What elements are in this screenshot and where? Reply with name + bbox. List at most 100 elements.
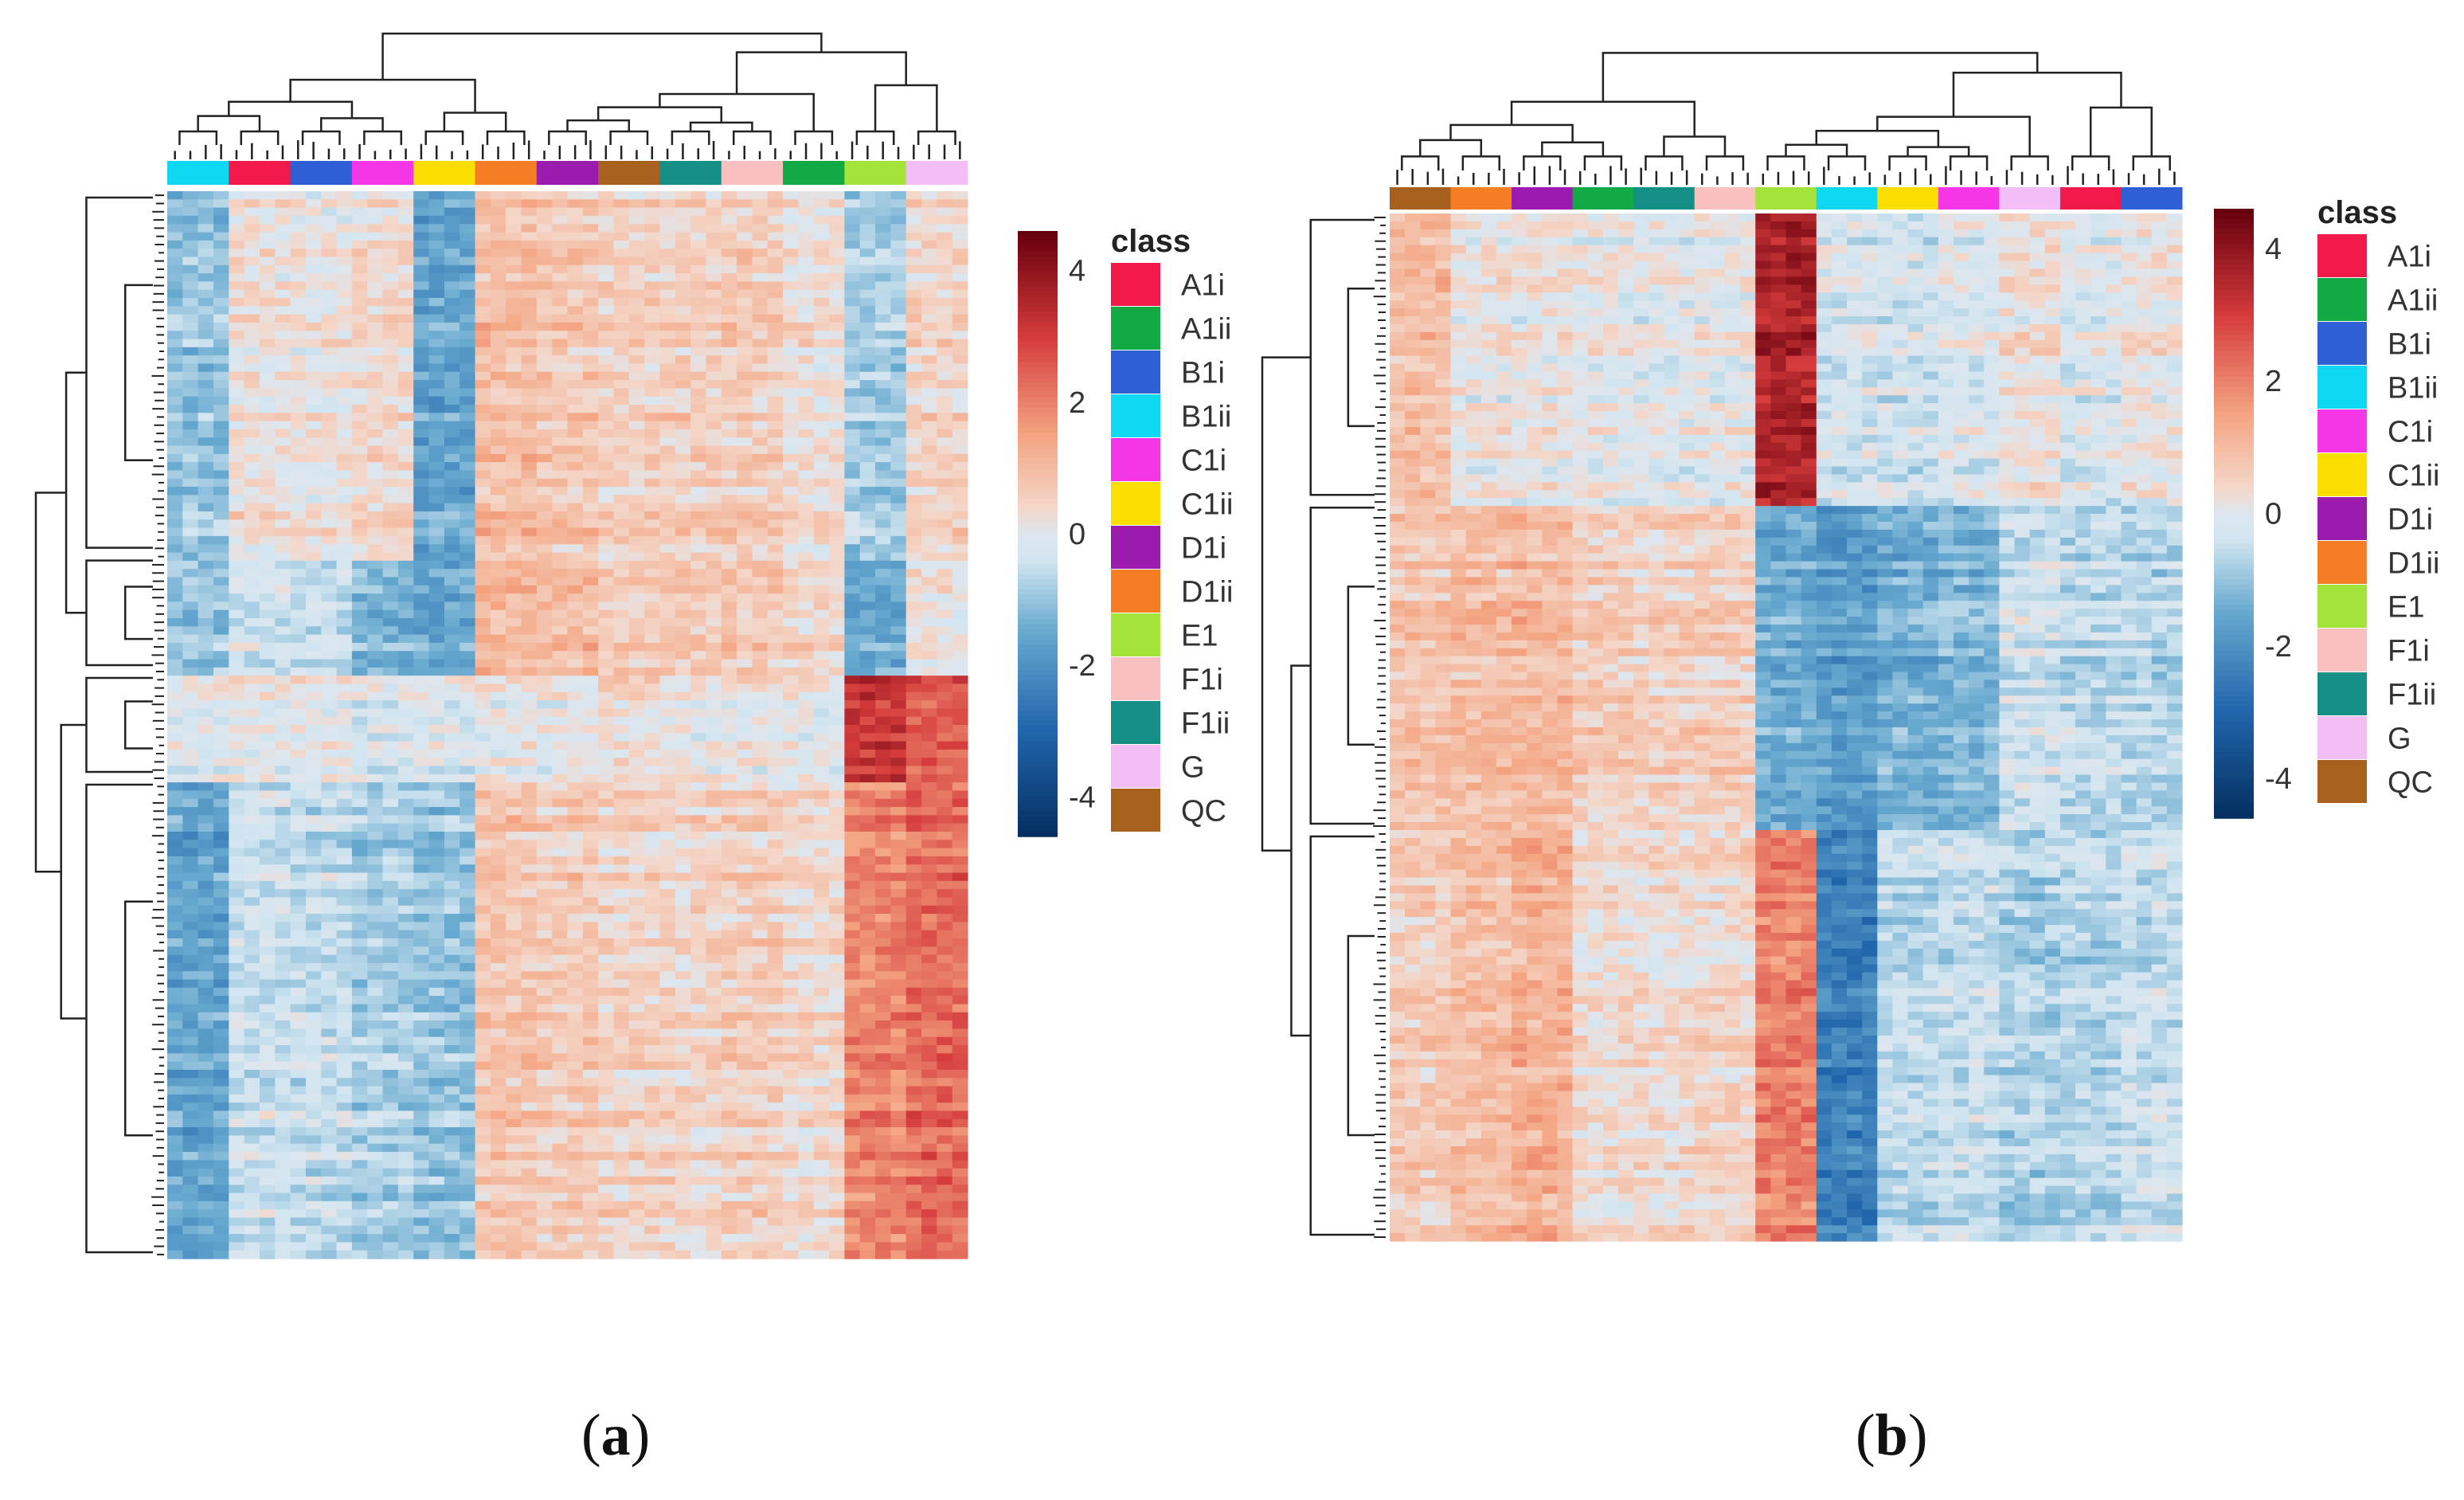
heatmap-cell: [229, 224, 245, 233]
heatmap-cell: [521, 314, 538, 323]
heatmap-cell: [783, 347, 800, 356]
heatmap-cell: [798, 626, 815, 636]
heatmap-cell: [521, 922, 538, 931]
heatmap-cell: [752, 363, 769, 373]
heatmap-cell: [506, 922, 522, 931]
heatmap-cell: [413, 872, 430, 882]
heatmap-cell: [613, 569, 630, 578]
heatmap-cell: [875, 749, 891, 758]
heatmap-cell: [628, 535, 645, 545]
heatmap-cell: [613, 363, 630, 373]
heatmap-cell: [675, 380, 691, 389]
heatmap-cell: [952, 191, 968, 200]
heatmap-cell: [706, 593, 722, 602]
heatmap-cell: [336, 355, 353, 365]
heatmap-cell: [675, 577, 691, 586]
heatmap-cell: [706, 527, 722, 537]
heatmap-cell: [628, 634, 645, 644]
heatmap-cell: [659, 527, 676, 537]
heatmap-cell: [737, 651, 753, 660]
heatmap-cell: [875, 232, 891, 241]
heatmap-cell: [229, 405, 245, 413]
heatmap-cell: [737, 946, 753, 956]
heatmap-cell: [167, 339, 183, 348]
heatmap-cell: [844, 905, 861, 914]
heatmap-cell: [367, 429, 384, 438]
heatmap-cell: [506, 519, 522, 529]
heatmap-cell: [244, 708, 260, 718]
heatmap-cell: [167, 380, 183, 389]
heatmap-cell: [321, 758, 338, 767]
heatmap-cell: [536, 634, 553, 644]
heatmap-cell: [644, 462, 661, 472]
heatmap-cell: [675, 240, 691, 249]
heatmap-cell: [490, 634, 506, 644]
heatmap-cell: [628, 930, 645, 939]
heatmap-cell: [829, 240, 845, 249]
heatmap-cell: [783, 380, 800, 389]
heatmap-cell: [229, 979, 245, 989]
heatmap-cell: [737, 889, 753, 899]
heatmap-cell: [244, 946, 260, 956]
heatmap-cell: [244, 339, 260, 348]
heatmap-cell: [675, 708, 691, 718]
heatmap-cell: [628, 864, 645, 874]
heatmap-cell: [890, 331, 907, 340]
heatmap-cell: [244, 371, 260, 381]
heatmap-cell: [275, 511, 291, 520]
heatmap-cell: [244, 363, 260, 373]
heatmap-cell: [475, 371, 491, 381]
heatmap-cell: [937, 363, 953, 373]
heatmap-cell: [229, 971, 245, 981]
heatmap-cell: [521, 914, 538, 922]
heatmap-cell: [829, 396, 845, 405]
heatmap-cell: [567, 413, 584, 422]
heatmap-cell: [690, 626, 707, 636]
heatmap-cell: [182, 864, 199, 874]
heatmap-cell: [521, 445, 538, 455]
heatmap-cell: [167, 478, 183, 488]
heatmap-cell: [890, 946, 907, 956]
heatmap-cell: [305, 380, 322, 389]
heatmap-cell: [567, 240, 584, 249]
heatmap-cell: [675, 388, 691, 398]
heatmap-cell: [490, 577, 506, 586]
heatmap-cell: [182, 880, 199, 890]
heatmap-cell: [490, 413, 506, 422]
heatmap-cell: [444, 642, 460, 652]
heatmap-cell: [244, 240, 260, 249]
heatmap-cell: [752, 880, 769, 890]
heatmap-cell: [413, 798, 430, 808]
heatmap-cell: [567, 314, 584, 323]
heatmap-cell: [552, 224, 569, 233]
heatmap-cell: [198, 782, 214, 792]
heatmap-cell: [659, 807, 676, 816]
heatmap-cell: [659, 601, 676, 611]
heatmap-cell: [813, 962, 830, 972]
heatmap-cell: [628, 413, 645, 422]
heatmap-cell: [844, 462, 861, 472]
heatmap-cell: [413, 569, 430, 578]
heatmap-cell: [536, 322, 553, 331]
heatmap-cell: [721, 872, 737, 882]
heatmap-cell: [798, 716, 815, 726]
heatmap-cell: [382, 298, 399, 307]
heatmap-cell: [567, 552, 584, 562]
heatmap-cell: [321, 264, 338, 274]
heatmap-cell: [690, 766, 707, 775]
heatmap-cell: [428, 700, 445, 709]
heatmap-cell: [675, 215, 691, 225]
heatmap-cell: [659, 388, 676, 398]
heatmap-cell: [952, 733, 968, 742]
heatmap-cell: [937, 405, 953, 413]
heatmap-cell: [213, 766, 229, 775]
heatmap-cell: [521, 257, 538, 266]
heatmap-cell: [490, 215, 506, 225]
heatmap-cell: [336, 823, 353, 832]
heatmap-cell: [844, 716, 861, 726]
heatmap-cell: [290, 954, 307, 964]
heatmap-cell: [921, 207, 937, 217]
heatmap-cell: [798, 405, 815, 413]
heatmap-cell: [413, 593, 430, 602]
heatmap-cell: [460, 322, 476, 331]
